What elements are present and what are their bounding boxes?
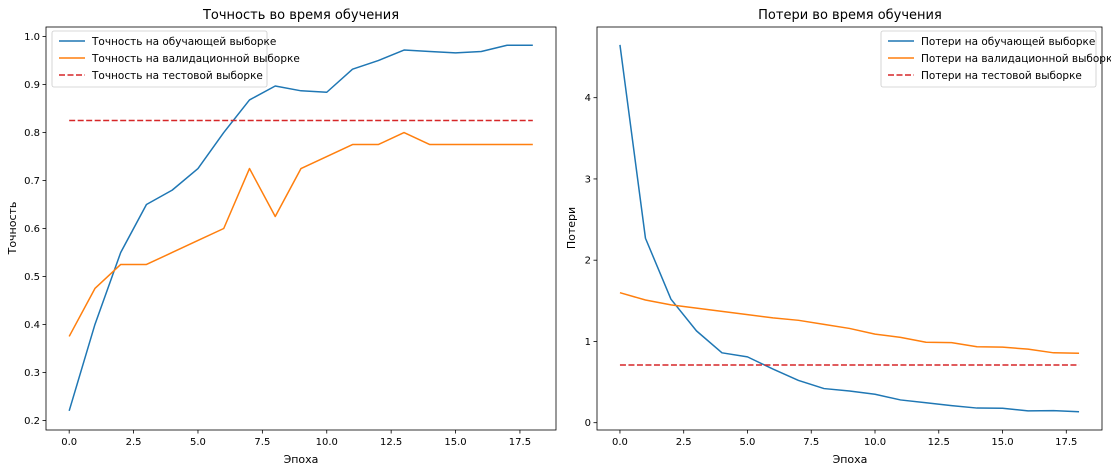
loss-axes-frame [596,26,1103,431]
loss-x-tick-label: 12.5 [928,437,950,448]
loss-legend-label-1: Потери на валидационной выборке [921,53,1111,65]
accuracy-y-tick-label: 0.7 [24,176,40,187]
accuracy-x-tick-label: 0.0 [61,437,77,448]
accuracy-chart-title: Точность во время обучения [202,8,399,23]
accuracy-x-tick-label: 5.0 [190,437,206,448]
loss-y-tick-label: 1 [585,337,591,348]
loss-series-line-1 [619,291,1080,354]
loss-y-axis-label: Потери [565,207,578,249]
loss-legend-box [880,30,1097,88]
accuracy-series-line-1 [68,131,533,337]
loss-x-tick-label: 17.5 [1055,437,1077,448]
loss-x-tick-label: 2.5 [676,437,692,448]
accuracy-x-tick-label: 15.0 [444,437,466,448]
loss-plot-area: 0.0 2.5 5.0 7.5 10.0 12.5 15.0 17.5 0 1 2 3 4 [585,26,1103,448]
accuracy-y-tick-label: 0.8 [24,128,40,139]
accuracy-series-line-0 [68,44,533,412]
loss-x-axis-label: Эпоха [833,453,868,466]
accuracy-legend: Точность на обучающей выборке Точность на… [51,30,300,88]
loss-x-tick-label: 15.0 [991,437,1013,448]
accuracy-x-tick-label: 17.5 [509,437,531,448]
accuracy-y-axis-label: Точность [6,202,19,256]
accuracy-y-tick-label: 0.4 [24,320,40,331]
accuracy-y-tick-label: 0.3 [24,368,40,379]
loss-legend: Потери на обучающей выборке Потери на вал… [880,30,1111,88]
loss-x-tick-label: 10.0 [864,437,886,448]
loss-legend-label-0: Потери на обучающей выборке [921,36,1095,48]
loss-chart: Потери во время обучения Эпоха Потери 0.… [565,8,1111,466]
accuracy-x-tick-label: 2.5 [126,437,142,448]
loss-y-tick-label: 3 [585,174,591,185]
accuracy-x-axis-label: Эпоха [284,453,319,466]
accuracy-y-tick-label: 0.9 [24,80,40,91]
accuracy-chart: Точность во время обучения Эпоха Точност… [6,8,557,466]
loss-y-tick-label: 0 [585,418,591,429]
accuracy-x-tick-label: 12.5 [380,437,402,448]
accuracy-plot-area: 0.0 2.5 5.0 7.5 10.0 12.5 15.0 17.5 0.2 0.3 0.4 0.5… [24,26,557,448]
accuracy-y-tick-label: 0.6 [24,224,40,235]
loss-legend-label-2: Потери на тестовой выборке [921,70,1082,82]
loss-y-tick-label: 2 [585,256,591,267]
accuracy-y-tick-label: 1.0 [24,32,40,43]
accuracy-legend-label-0: Точность на обучающей выборке [91,36,276,48]
accuracy-x-tick-label: 10.0 [316,437,338,448]
loss-series-line-0 [619,44,1080,413]
loss-x-tick-label: 5.0 [740,437,756,448]
loss-x-tick-label: 7.5 [803,437,819,448]
accuracy-legend-label-1: Точность на валидационной выборке [91,53,300,65]
loss-chart-title: Потери во время обучения [758,8,942,23]
accuracy-y-tick-label: 0.2 [24,416,40,427]
accuracy-y-tick-label: 0.5 [24,272,40,283]
accuracy-x-tick-label: 7.5 [254,437,270,448]
loss-y-tick-label: 4 [585,93,591,104]
accuracy-legend-box [51,30,268,88]
accuracy-legend-label-2: Точность на тестовой выборке [91,70,263,82]
loss-x-tick-label: 0.0 [612,437,628,448]
